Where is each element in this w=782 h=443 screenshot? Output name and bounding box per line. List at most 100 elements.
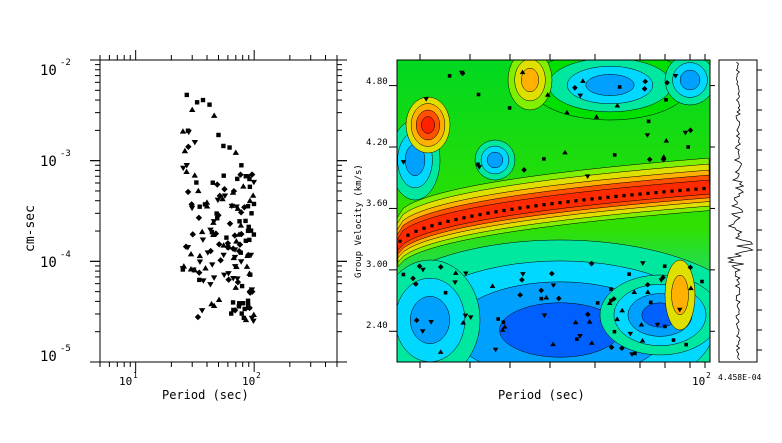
point-diamond	[230, 187, 238, 195]
point-square	[197, 277, 202, 283]
ridge-point	[542, 203, 546, 207]
amplitude-points	[179, 92, 258, 325]
point-diamond	[195, 214, 203, 222]
point-square	[241, 315, 247, 321]
point-triangle	[562, 149, 568, 155]
point-inverted-triangle	[180, 165, 187, 172]
point-inverted-triangle	[672, 74, 679, 79]
point-inverted-triangle	[584, 174, 591, 179]
point-triangle	[191, 172, 198, 178]
ridge-point	[590, 197, 594, 201]
point-triangle	[645, 289, 651, 295]
point-diamond	[212, 230, 220, 237]
gv-x-tick-label: 10	[692, 375, 705, 388]
gv-tick-4.20: 4.20	[366, 138, 388, 148]
point-inverted-triangle	[644, 133, 651, 138]
dispersion-plot-frame	[396, 59, 711, 363]
point-triangle	[249, 192, 257, 198]
gv-axis-label: Group Velocity (km/s)	[354, 164, 364, 278]
point-diamond	[646, 156, 653, 163]
ridge-point	[686, 188, 690, 192]
point-triangle	[219, 195, 226, 202]
point-triangle	[196, 252, 204, 259]
point-square	[700, 279, 704, 284]
point-diamond	[236, 241, 244, 248]
point-inverted-triangle	[185, 129, 192, 136]
point-triangle	[242, 316, 250, 323]
point-triangle	[220, 242, 227, 248]
gv-x-axis-label: Period (sec)	[498, 388, 585, 402]
point-square	[237, 219, 242, 224]
point-square	[627, 272, 631, 276]
point-square	[501, 320, 506, 325]
y-tick-label-2: 10	[40, 154, 57, 170]
point-diamond	[644, 281, 651, 288]
point-square	[662, 264, 667, 269]
point-diamond	[521, 167, 527, 173]
ridge-point	[438, 221, 442, 226]
point-diamond	[185, 143, 192, 151]
point-square	[240, 301, 246, 306]
point-inverted-triangle	[428, 319, 434, 325]
point-square	[214, 211, 219, 216]
point-inverted-triangle	[188, 205, 196, 212]
point-square	[496, 317, 500, 321]
amplitude-chart: 10 -2 10 -3 10 -4 10 -5 10 1 10 2 Period…	[23, 50, 347, 402]
x-tick-label-10: 10	[119, 375, 132, 388]
ridge-point	[606, 195, 610, 199]
y-tick-exp-1: -2	[60, 58, 71, 68]
point-square	[239, 283, 245, 289]
point-inverted-triangle	[467, 315, 474, 321]
point-square	[247, 237, 252, 243]
ridge-point	[670, 189, 674, 193]
point-diamond	[410, 275, 416, 282]
point-inverted-triangle	[577, 93, 584, 99]
point-inverted-triangle	[419, 329, 426, 334]
point-triangle	[250, 311, 258, 318]
ridge-point	[598, 196, 602, 200]
point-triangle	[179, 128, 187, 134]
point-diamond	[216, 192, 224, 200]
point-inverted-triangle	[248, 315, 256, 322]
point-square	[575, 337, 579, 341]
ridge-point	[702, 186, 706, 191]
upper-contour	[679, 69, 701, 91]
point-square	[224, 235, 229, 240]
y-tick-label-4: 10	[40, 349, 57, 365]
point-inverted-triangle	[199, 237, 207, 243]
point-diamond	[608, 344, 615, 351]
point-square	[401, 272, 406, 277]
point-triangle	[210, 219, 217, 225]
point-diamond	[194, 313, 202, 321]
point-triangle	[180, 263, 188, 269]
point-diamond	[189, 231, 196, 238]
point-diamond	[215, 241, 223, 248]
point-triangle	[198, 228, 206, 235]
point-inverted-triangle	[231, 264, 239, 270]
point-triangle	[519, 69, 526, 75]
point-diamond	[619, 345, 625, 352]
gv-tick-3.60: 3.60	[366, 199, 388, 209]
ridge-point	[406, 233, 410, 237]
point-square	[539, 296, 544, 301]
point-triangle	[233, 238, 240, 244]
point-triangle	[189, 106, 196, 113]
ridge-point	[478, 213, 482, 217]
ridge-point	[446, 219, 450, 223]
point-square	[230, 300, 236, 305]
point-diamond	[585, 311, 591, 318]
ridge-point	[430, 224, 434, 228]
point-diamond	[611, 296, 617, 302]
upper-high-contour	[421, 116, 435, 134]
point-square	[207, 102, 212, 107]
point-square	[609, 298, 613, 303]
ridge-point	[550, 202, 554, 206]
y-axis-label: cm-sec	[23, 205, 38, 252]
point-inverted-triangle	[220, 252, 227, 259]
ridge-point	[694, 187, 698, 191]
point-triangle	[203, 203, 211, 209]
amplitude-ticks	[90, 50, 347, 372]
point-triangle	[181, 147, 189, 154]
ridge-point	[486, 211, 490, 215]
gv-x-tick-exp: 2	[706, 371, 711, 380]
